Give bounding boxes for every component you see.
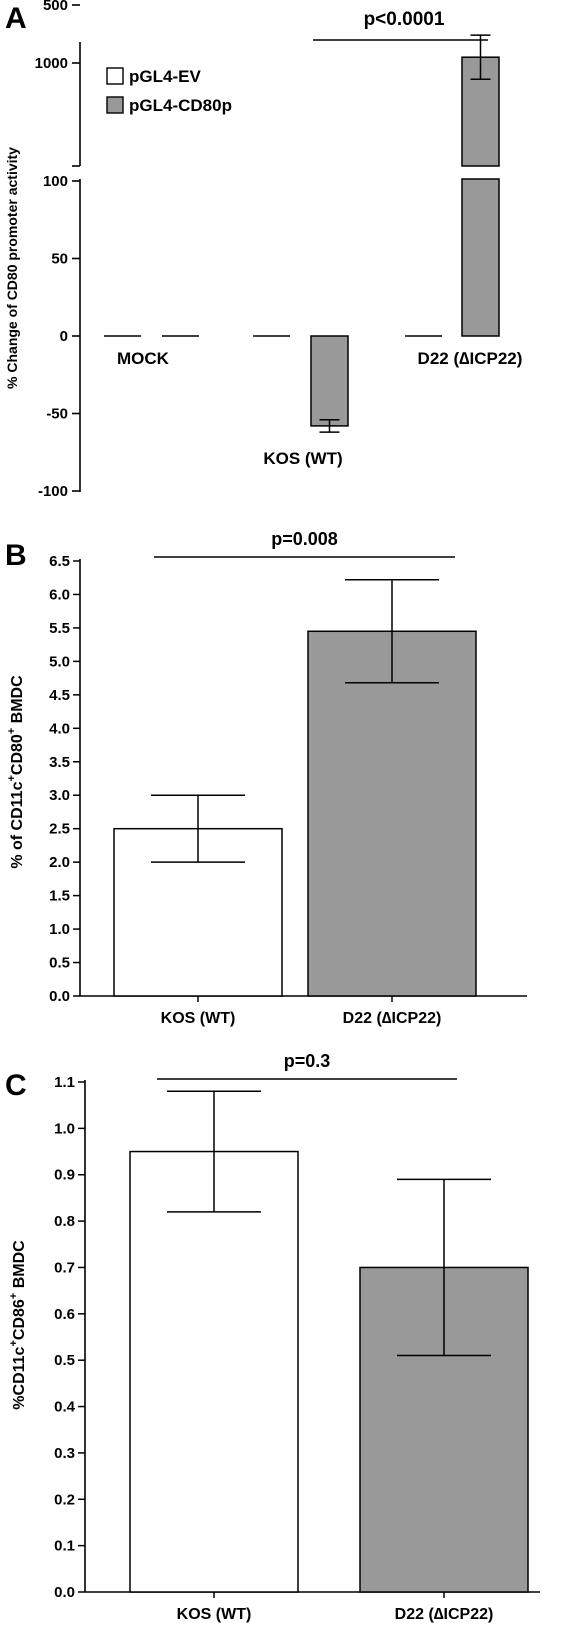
panel-c-y-axis-label-part: %CD11c: [11, 1346, 28, 1409]
panel-a-y-tick-label: 0: [60, 328, 68, 345]
panel-a-legend-swatch-cd80p: [106, 96, 124, 114]
panel-b-y-tick-label: 3.0: [49, 787, 70, 804]
panel-b-y-tick-label: 0.5: [49, 955, 70, 972]
panel-c-y-tick-label: 1.0: [54, 1120, 75, 1137]
panel-b-y-tick-label: 0.0: [49, 988, 70, 1005]
panel-a-legend-label: pGL4-CD80p: [129, 96, 232, 115]
panel-a-y-tick-label: -50: [46, 406, 68, 423]
panel-c-x-tick-label: D22 (∆ICP22): [395, 1606, 494, 1623]
panel-b-y-tick-label: 6.5: [49, 553, 70, 570]
panel-a-y-tick-label: 1000: [35, 55, 68, 72]
panel-a-y-tick-label: -100: [38, 483, 68, 500]
panel-c-y-axis-label-part: BMDC: [11, 1240, 28, 1293]
panel-b-y-tick-label: 1.5: [49, 888, 70, 905]
panel-c-y-tick-label: 0.5: [54, 1352, 75, 1369]
panel-b-y-tick-label: 1.0: [49, 921, 70, 938]
panel-b-y-tick-label: 5.0: [49, 653, 70, 670]
panel-c-y-axis-label-part: +: [8, 1340, 20, 1346]
panel-a-bar-cd80p: [310, 335, 349, 427]
panel-b-y-tick-label: 2.0: [49, 854, 70, 871]
panel-b-y-axis-label-part: +: [6, 775, 18, 781]
panel-c-y-tick-label: 1.1: [54, 1074, 75, 1091]
panel-c-y-tick-label: 0.2: [54, 1491, 75, 1508]
panel-b-y-tick-label: 3.5: [49, 754, 70, 771]
panel-c-p-value: p=0.3: [284, 1051, 331, 1071]
panel-c-y-tick-label: 0.1: [54, 1538, 75, 1555]
panel-b-y-tick-label: 5.5: [49, 620, 70, 637]
panel-b-y-axis-label-part: % of CD11c: [9, 781, 26, 868]
panel-c-y-axis-label-part: CD86: [11, 1299, 28, 1340]
panel-b-y-axis-label-part: BMDC: [9, 675, 26, 728]
panel-c-y-tick-label: 0.3: [54, 1445, 75, 1462]
panel-a-y-tick-label: 100: [43, 173, 68, 190]
panel-b-y-axis-label-part: +: [6, 728, 18, 734]
panel-a-y-tick-label: 500: [43, 0, 68, 14]
panel-a-group-label: MOCK: [117, 349, 170, 368]
panel-b-y-tick-label: 4.0: [49, 720, 70, 737]
panel-b-y-axis-label-part: CD80: [9, 734, 26, 775]
panel-c-y-axis-label-part: +: [8, 1293, 20, 1299]
panel-c-y-axis-label: %CD11c+CD86+ BMDC: [8, 1240, 28, 1410]
panel-c-y-tick-label: 0.7: [54, 1259, 75, 1276]
panel-a-legend-label: pGL4-EV: [129, 67, 201, 86]
panel-b-y-tick-label: 4.5: [49, 687, 70, 704]
panel-a-y-tick-label: 50: [51, 251, 68, 268]
panel-a-group-label: D22 (∆ICP22): [418, 349, 523, 368]
panel-b-y-tick-label: 2.5: [49, 821, 70, 838]
panel-a-bar-cd80p: [461, 178, 500, 337]
panel-c-bar: [129, 1150, 299, 1593]
panel-c-y-tick-label: 0.9: [54, 1167, 75, 1184]
panel-c-x-tick-label: KOS (WT): [177, 1606, 252, 1623]
panel-b-x-tick-label: D22 (∆ICP22): [343, 1010, 442, 1027]
panel-a-legend-swatch-ev: [106, 67, 124, 85]
panel-b-x-tick-label: KOS (WT): [161, 1010, 236, 1027]
panel-c-y-tick-label: 0.4: [54, 1399, 76, 1416]
panel-c-y-tick-label: 0.6: [54, 1306, 75, 1323]
panel-b-y-axis-label: % of CD11c+CD80+ BMDC: [6, 675, 26, 869]
panel-label-b: B: [5, 539, 27, 572]
panel-c-y-tick-label: 0.8: [54, 1213, 75, 1230]
panel-c-y-tick-label: 0.0: [54, 1584, 75, 1601]
panel-label-a: A: [5, 2, 27, 35]
panel-b-p-value: p=0.008: [271, 529, 338, 549]
panel-a-p-value: p<0.0001: [364, 9, 445, 30]
panel-a-group-label: KOS (WT): [263, 449, 342, 468]
panel-b-bar: [307, 630, 477, 997]
panel-label-c: C: [5, 1069, 27, 1102]
panel-b-y-tick-label: 6.0: [49, 586, 70, 603]
panel-a-y-axis-label: % Change of CD80 promoter activity: [4, 147, 20, 389]
